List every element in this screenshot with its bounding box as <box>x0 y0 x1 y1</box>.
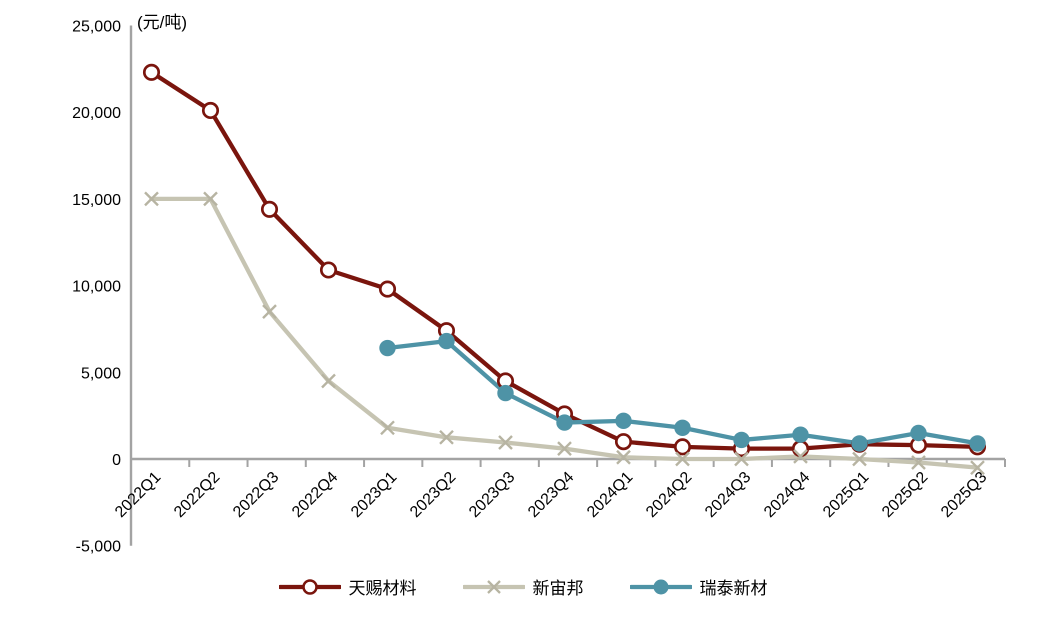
axes <box>129 25 1006 546</box>
legend-label: 新宙邦 <box>532 579 584 598</box>
open-circle-marker <box>791 440 810 458</box>
x-marker <box>203 191 218 207</box>
x-tick-label: 2023Q3 <box>466 469 518 521</box>
x-axis-labels: 2022Q1 2022Q2 2022Q3 2022Q4 2023Q1 2023Q2 2023… <box>112 469 990 521</box>
filled-circle-marker <box>969 435 986 452</box>
filled-circle-marker <box>556 414 573 431</box>
open-circle-marker <box>614 433 633 451</box>
open-circle-marker <box>378 280 397 298</box>
legend-item-tianci-cailiao: 天赐材料 <box>278 574 417 599</box>
x-marker <box>498 435 513 450</box>
x-marker <box>144 191 159 207</box>
x-marker <box>675 451 690 467</box>
x-tick-label: 2024Q4 <box>761 469 813 521</box>
x-tick-label: 2023Q2 <box>407 469 459 521</box>
open-circle-marker <box>260 200 279 218</box>
open-circle-marker <box>142 63 161 81</box>
x-marker <box>911 455 926 470</box>
x-marker <box>262 304 277 319</box>
filled-circle-marker <box>792 426 809 443</box>
filled-circle-marker <box>497 384 514 402</box>
filled-circle-marker <box>438 332 455 350</box>
x-marker <box>970 460 985 476</box>
x-tick-label: 2023Q1 <box>348 469 400 521</box>
x-marker <box>793 449 808 464</box>
filled-circle-marker <box>379 339 396 357</box>
y-axis-unit-label: (元/吨) <box>137 13 188 32</box>
x-tick-label: 2025Q3 <box>938 469 990 521</box>
x-marker <box>439 429 454 445</box>
legend-label: 瑞泰新材 <box>699 579 768 598</box>
x-marker <box>616 449 631 465</box>
filled-circle-marker <box>674 419 691 436</box>
x-tick-label: 2022Q2 <box>171 469 223 521</box>
y-tick-label: 15,000 <box>72 192 121 209</box>
legend-marker-filled-circle <box>629 579 692 594</box>
x-tick-label: 2025Q2 <box>879 469 931 521</box>
legend-marker-open-circle <box>278 578 341 595</box>
y-tick-label: 0 <box>112 452 121 469</box>
filled-circle-marker <box>615 412 632 430</box>
x-tick-label: 2024Q1 <box>584 469 636 521</box>
y-tick-label: 5,000 <box>81 365 121 382</box>
x-marker <box>380 420 395 436</box>
x-tick-label: 2022Q1 <box>112 469 164 521</box>
y-tick-label: 10,000 <box>72 279 121 296</box>
y-tick-label: 25,000 <box>72 19 121 36</box>
open-circle-marker <box>319 261 338 279</box>
chart-legend: 天赐材料 新宙邦 瑞泰新材 <box>0 574 1046 599</box>
x-marker <box>557 441 572 456</box>
filled-circle-marker <box>851 435 868 452</box>
series-markers-1 <box>144 191 985 476</box>
legend-item-xinzhoubang: 新宙邦 <box>462 574 584 599</box>
x-tick-label: 2024Q3 <box>702 469 754 521</box>
x-tick-label: 2024Q2 <box>643 469 695 521</box>
open-circle-marker <box>673 438 692 456</box>
x-tick-label: 2025Q1 <box>820 469 872 521</box>
filled-circle-marker <box>733 431 750 449</box>
series-markers-0 <box>142 63 987 458</box>
x-marker <box>734 451 749 467</box>
x-tick-label: 2022Q4 <box>289 469 341 521</box>
x-tick-label: 2023Q4 <box>525 469 577 521</box>
filled-circle-marker <box>910 424 927 442</box>
x-tick-label: 2022Q3 <box>230 469 282 521</box>
x-marker <box>321 373 336 389</box>
legend-label: 天赐材料 <box>348 579 417 598</box>
y-tick-label: 20,000 <box>72 105 121 122</box>
series-markers-2 <box>379 332 986 452</box>
open-circle-marker <box>201 101 220 120</box>
legend-marker-x <box>462 579 525 594</box>
y-tick-label: -5,000 <box>76 539 121 556</box>
y-axis-labels: 25,000 20,000 15,000 10,000 5,000 0 -5,000 <box>72 19 121 556</box>
legend-item-ruitai-xincai: 瑞泰新材 <box>629 574 768 599</box>
series-line-0 <box>149 70 980 451</box>
x-marker <box>852 451 867 467</box>
